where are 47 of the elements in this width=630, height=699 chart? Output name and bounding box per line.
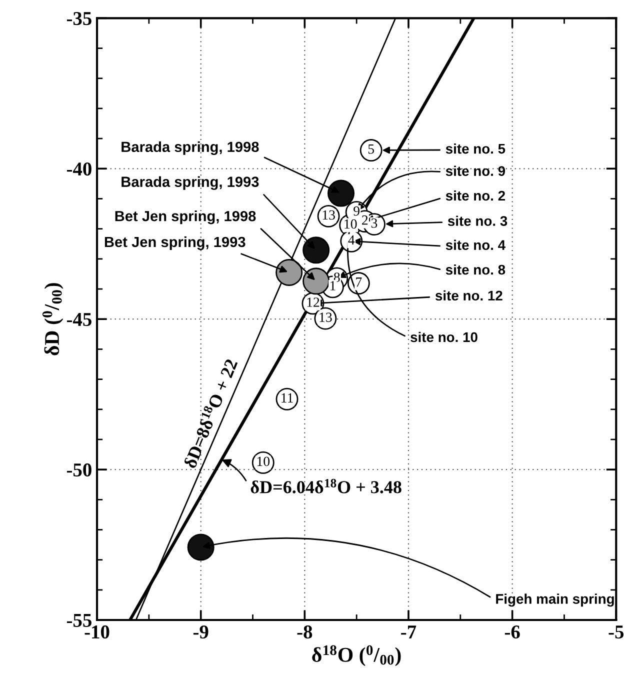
- x-tick-label: -7: [401, 626, 416, 638]
- point: [360, 139, 382, 162]
- annotation: site no. 10: [410, 332, 478, 342]
- x-tick-label: -8: [297, 625, 312, 639]
- y-tick-label: -45: [66, 313, 92, 326]
- annotation: Figeh main spring: [496, 594, 614, 607]
- annotation: δD=6.04δ$^{18}$O + 3.48: [250, 478, 402, 494]
- annotation: Bet Jen spring, 1998: [115, 210, 256, 224]
- annotation: Bet Jen spring, 1993: [104, 236, 246, 250]
- x-tick-label: -10: [84, 625, 110, 639]
- point: [276, 258, 303, 286]
- annotation: 11: [282, 393, 293, 402]
- annotation: 4: [348, 235, 355, 244]
- annotation: site no. 5: [446, 144, 506, 154]
- annotation: 5: [368, 144, 374, 154]
- point: [187, 534, 214, 561]
- annotation: 1: [330, 281, 336, 290]
- y-tick-label: -55: [66, 614, 92, 627]
- y-axis-title: δD ($^{0}$/$_{00}$): [42, 283, 64, 356]
- annotation: site no. 2: [446, 190, 505, 201]
- annotation: 3: [371, 218, 378, 228]
- annotation: 10: [344, 219, 357, 229]
- x-axis-title: δ$^{18}$O ($^{0}$/$_{00}$): [312, 645, 401, 666]
- x-tick-label: -9: [193, 625, 208, 639]
- y-tick-label: -40: [66, 162, 92, 176]
- annotation: 13: [320, 312, 332, 322]
- annotation: Barada spring, 1998: [122, 141, 259, 155]
- annotation: site no. 3: [448, 216, 508, 226]
- y-tick-label: -50: [66, 463, 92, 476]
- point: [302, 268, 330, 295]
- annotation: Barada spring, 1993: [122, 176, 259, 190]
- annotation: site no. 4: [446, 240, 506, 250]
- annotation: δD=8δ$^{18}$O + 22: [182, 358, 238, 469]
- annotation: site no. 12: [435, 290, 502, 301]
- annotation: 13: [322, 210, 335, 220]
- annotation: 12: [307, 298, 320, 307]
- point: [328, 180, 355, 207]
- annotation: site no. 9: [446, 166, 506, 176]
- annotation: 10: [257, 456, 270, 466]
- point: [302, 236, 330, 264]
- annotation: site no. 8: [446, 264, 506, 275]
- annotation: 7: [356, 278, 362, 287]
- x-tick-label: -5: [608, 626, 624, 639]
- y-tick-label: -35: [66, 12, 92, 26]
- annotation: 9: [354, 206, 360, 216]
- x-tick-label: -6: [504, 625, 520, 639]
- annotation: 2: [362, 215, 368, 225]
